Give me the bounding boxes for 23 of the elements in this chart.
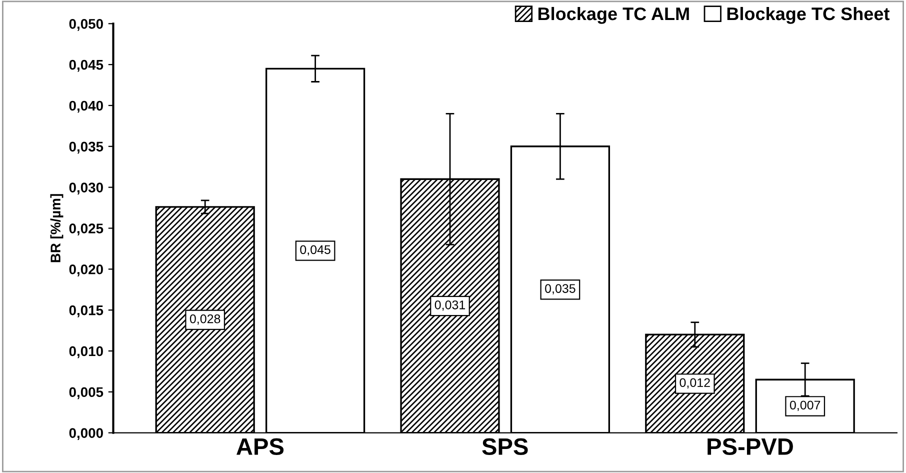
x-tick-label: APS [236,438,284,455]
data-label: 0,031 [434,300,466,311]
legend-label: Blockage TC Sheet [727,6,890,24]
y-tick-label: 0,000 [69,428,103,440]
y-tick-label: 0,025 [69,224,104,236]
y-tick-label: 0,040 [69,100,103,113]
y-tick-label: 0,050 [69,18,103,31]
y-tick-label: 0,015 [69,305,104,318]
y-tick-label: 0,030 [69,182,103,194]
y-axis-title: BR [%/µm] [50,194,64,262]
legend-label: Blockage TC ALM [538,6,689,24]
x-tick-label: SPS [482,438,528,455]
x-tick-label: PS-PVD [708,438,793,455]
y-tick-label: 0,020 [69,264,103,276]
y-tick-label: 0,045 [69,60,104,72]
data-label: 0,035 [545,284,576,294]
y-tick-label: 0,005 [69,387,104,400]
data-label: 0,045 [300,245,330,256]
data-label: 0,007 [790,400,820,412]
data-label: 0,012 [680,378,710,389]
y-tick-label: 0,010 [69,346,103,358]
data-label: 0,028 [190,314,220,325]
y-tick-label: 0,035 [69,142,104,154]
